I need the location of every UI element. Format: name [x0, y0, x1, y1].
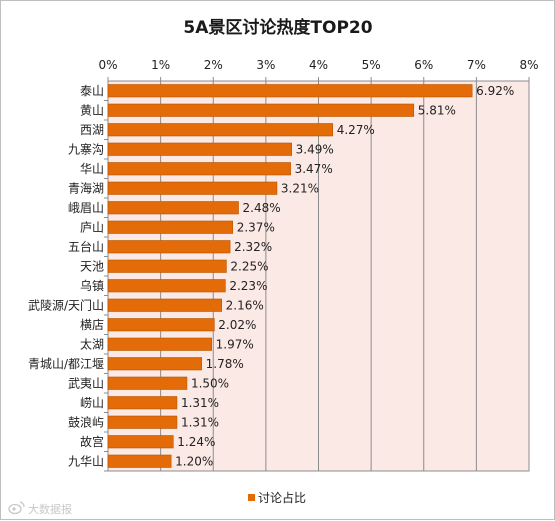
data-label: 6.92% — [476, 84, 514, 98]
data-label: 1.97% — [216, 337, 254, 351]
x-tick-label: 7% — [467, 58, 486, 72]
chart-title: 5A景区讨论热度TOP20 — [183, 17, 372, 38]
legend: 讨论占比 — [248, 490, 306, 505]
data-label: 4.27% — [337, 123, 375, 137]
category-label: 横店 — [80, 318, 104, 332]
category-label: 九寨沟 — [68, 141, 104, 156]
bar — [107, 396, 178, 410]
data-label: 2.16% — [226, 298, 264, 312]
category-label: 黄山 — [80, 103, 104, 117]
category-label: 鼓浪屿 — [68, 414, 104, 429]
category-label: 故宫 — [80, 434, 104, 449]
bar — [107, 357, 202, 371]
bar — [107, 142, 292, 156]
bar — [107, 435, 174, 449]
x-tick-label: 3% — [256, 58, 275, 72]
data-label: 2.32% — [234, 240, 272, 254]
category-label: 太湖 — [80, 336, 104, 351]
category-label: 乌镇 — [80, 278, 104, 293]
x-tick-label: 8% — [519, 58, 538, 72]
data-label: 2.23% — [229, 279, 267, 293]
category-label: 庐山 — [80, 219, 104, 234]
data-label: 3.21% — [281, 181, 319, 195]
data-label: 2.48% — [243, 201, 281, 215]
category-label: 九华山 — [68, 454, 104, 468]
x-tick-label: 5% — [362, 58, 381, 72]
bar — [107, 279, 226, 293]
x-axis-ticks: 0% 1% 2% 3% 4% 5% 6% 7% 8% — [98, 58, 539, 81]
x-tick-label: 0% — [98, 58, 117, 72]
data-label: 3.49% — [296, 142, 334, 156]
bar — [107, 220, 234, 234]
bar — [107, 103, 415, 117]
bar — [107, 123, 334, 137]
watermark: 大数据报 — [8, 501, 72, 516]
category-label: 青海湖 — [68, 180, 104, 195]
x-tick-label: 6% — [414, 58, 433, 72]
category-labels: 泰山黄山西湖九寨沟华山青海湖峨眉山庐山五台山天池乌镇武陵源/天门山横店太湖青城山… — [28, 84, 108, 472]
x-tick-label: 2% — [204, 58, 223, 72]
bar — [107, 84, 473, 98]
category-label: 武夷山 — [68, 375, 104, 390]
x-tick-label: 4% — [309, 58, 328, 72]
category-label: 天池 — [80, 259, 104, 273]
data-label: 5.81% — [418, 103, 456, 117]
data-label: 3.47% — [295, 162, 333, 176]
legend-swatch — [248, 494, 255, 501]
data-label: 2.02% — [218, 318, 256, 332]
bar — [107, 376, 188, 390]
bar — [107, 298, 222, 312]
data-label: 1.24% — [177, 435, 215, 449]
bar — [107, 181, 278, 195]
category-label: 泰山 — [80, 84, 104, 98]
legend-label: 讨论占比 — [258, 490, 306, 505]
bar — [107, 415, 178, 429]
category-label: 西湖 — [80, 122, 104, 137]
category-label: 武陵源/天门山 — [28, 297, 104, 312]
bar — [107, 240, 231, 254]
bar — [107, 337, 212, 351]
category-label: 峨眉山 — [68, 201, 104, 215]
data-label: 1.20% — [175, 454, 213, 468]
x-tick-label: 1% — [151, 58, 170, 72]
bar — [107, 259, 227, 273]
bar — [107, 454, 172, 468]
data-label: 1.31% — [181, 396, 219, 410]
data-label: 1.31% — [181, 415, 219, 429]
watermark-text: 大数据报 — [28, 502, 72, 516]
bar — [107, 162, 291, 176]
data-label: 1.78% — [206, 357, 244, 371]
data-label: 2.37% — [237, 220, 275, 234]
category-label: 华山 — [80, 162, 104, 176]
data-label: 1.50% — [191, 376, 229, 390]
category-label: 五台山 — [68, 239, 104, 254]
weibo-icon — [8, 501, 25, 515]
category-label: 崂山 — [80, 396, 104, 410]
category-label: 青城山/都江堰 — [28, 357, 104, 371]
bar — [107, 318, 215, 332]
bars — [107, 84, 473, 468]
data-label: 2.25% — [230, 259, 268, 273]
data-labels: 6.92% 5.81% 4.27%3.49% 3.47% 3.21%2.48% 2.37%… — [175, 84, 514, 469]
bar — [107, 201, 239, 215]
